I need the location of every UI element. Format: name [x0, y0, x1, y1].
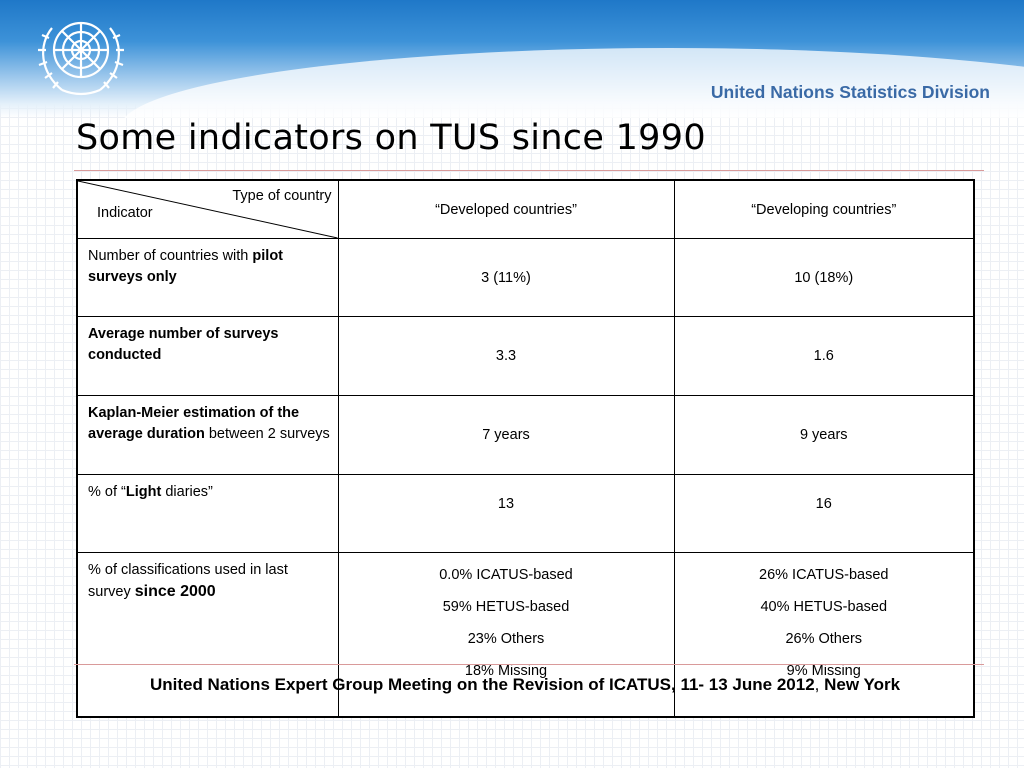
table-header-row: Type of country Indicator “Developed cou…	[76, 179, 975, 239]
classification-line: 18% Missing	[464, 663, 548, 679]
classification-line: 59% HETUS-based	[442, 599, 570, 615]
corner-label-type-of-country: Type of country	[232, 188, 332, 204]
division-name: United Nations Statistics Division	[710, 82, 990, 102]
footer-meeting: United Nations Expert Group Meeting on t…	[149, 675, 815, 694]
developing-value: 1.6	[673, 316, 975, 396]
indicator-emphasis: Average number of surveys conducted	[88, 326, 279, 363]
footer-separator: ,	[814, 675, 820, 694]
column-header-developed: “Developed countries”	[337, 179, 675, 239]
table-row: Number of countries with pilot surveys o…	[76, 238, 975, 317]
column-header-developing: “Developing countries”	[673, 179, 975, 239]
corner-header-cell: Type of country Indicator	[76, 179, 339, 239]
developed-value: 3 (11%)	[337, 238, 675, 317]
corner-diagonal	[78, 181, 338, 238]
indicator-text: Number of countries with	[88, 248, 253, 264]
developing-value: 10 (18%)	[673, 238, 975, 317]
developing-value: 9 years	[673, 395, 975, 475]
developed-value: 7 years	[337, 395, 675, 475]
classification-line: 9% Missing	[786, 663, 861, 679]
developed-value: 13	[337, 474, 675, 553]
developed-classifications: 0.0% ICATUS-based 59% HETUS-based 23% Ot…	[337, 552, 675, 718]
footer-divider	[74, 664, 984, 665]
table-row: % of classifications used in last survey…	[76, 552, 975, 718]
indicator-emphasis: Kaplan-Meier estimation of the average d…	[88, 405, 300, 442]
footer-location: New York	[824, 675, 901, 694]
indicator-text: % of “	[88, 484, 126, 500]
table-row: Kaplan-Meier estimation of the average d…	[76, 395, 975, 475]
indicator-text: diaries”	[161, 484, 213, 500]
indicator-emphasis: pilot surveys only	[88, 248, 284, 285]
table-row: % of “Light diaries” 13 16	[76, 474, 975, 553]
classification-line: 23% Others	[467, 631, 545, 647]
classification-line: 26% ICATUS-based	[759, 567, 889, 583]
developing-classifications: 26% ICATUS-based 40% HETUS-based 26% Oth…	[673, 552, 975, 718]
indicator-cell: Kaplan-Meier estimation of the average d…	[76, 395, 339, 475]
un-emblem-icon	[38, 21, 124, 96]
corner-label-indicator: Indicator	[97, 205, 153, 221]
indicator-cell: % of “Light diaries”	[76, 474, 339, 553]
indicator-cell: Average number of surveys conducted	[76, 316, 339, 396]
slide-title: Some indicators on TUS since 1990	[76, 118, 706, 158]
classification-line: 0.0% ICATUS-based	[439, 567, 573, 583]
footer-caption: United Nations Expert Group Meeting on t…	[100, 673, 950, 696]
indicator-text: between 2 surveys	[204, 426, 330, 442]
indicators-table: Type of country Indicator “Developed cou…	[76, 179, 975, 718]
developing-value: 16	[673, 474, 975, 553]
classification-line: 26% Others	[785, 631, 863, 647]
table-row: Average number of surveys conducted 3.3 …	[76, 316, 975, 396]
indicator-cell: Number of countries with pilot surveys o…	[76, 238, 339, 317]
indicator-emphasis: Light	[125, 484, 162, 500]
indicator-text: % of classifications used in last survey	[88, 562, 288, 600]
header-band	[0, 0, 1024, 118]
developed-value: 3.3	[337, 316, 675, 396]
indicator-emphasis: since 2000	[134, 583, 216, 600]
classification-line: 40% HETUS-based	[760, 599, 888, 615]
indicator-cell: % of classifications used in last survey…	[76, 552, 339, 718]
title-divider	[74, 170, 984, 171]
